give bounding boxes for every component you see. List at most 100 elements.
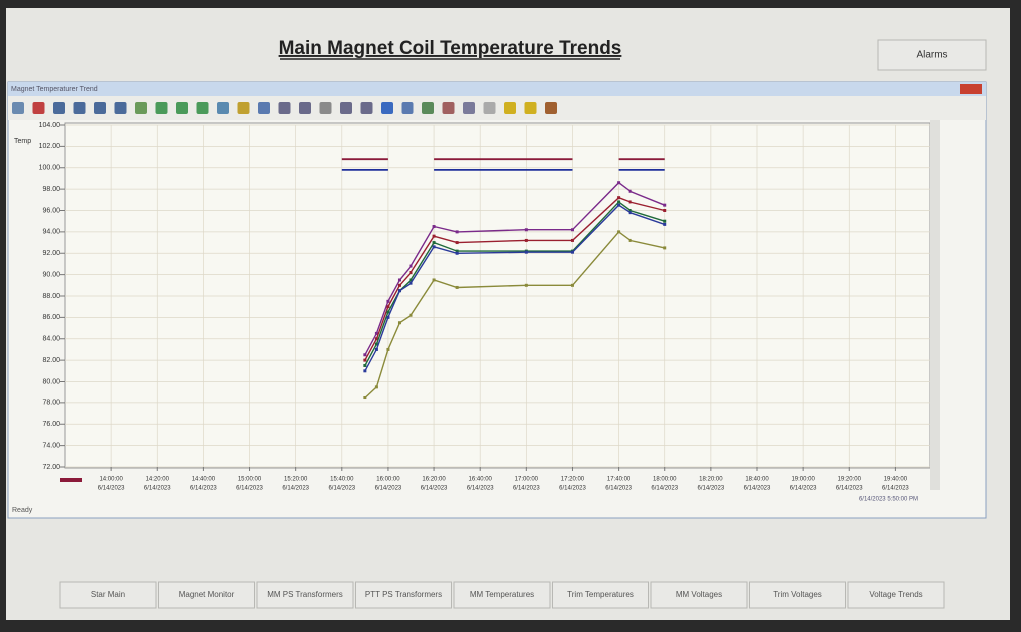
data-point [617, 200, 621, 204]
toolbar-icon[interactable] [504, 102, 516, 114]
x-tick-date: 6/14/2023 [882, 486, 909, 492]
data-point [409, 270, 413, 274]
x-tick-label: 19:00:00 [791, 477, 815, 483]
x-tick-date: 6/14/2023 [605, 486, 632, 492]
legend-swatch [60, 478, 82, 482]
toolbar-icon[interactable] [360, 102, 373, 114]
toolbar-icon[interactable] [135, 102, 147, 114]
data-point [386, 299, 390, 303]
toolbar-icon[interactable] [340, 102, 352, 114]
data-point [663, 219, 667, 223]
data-point [628, 211, 632, 215]
data-point [397, 283, 401, 287]
toolbar-icon[interactable] [258, 102, 270, 114]
series-line [364, 230, 665, 399]
toolbar-icon[interactable] [155, 102, 168, 114]
series-line [364, 196, 665, 361]
toolbar-icon[interactable] [237, 102, 250, 114]
data-point [617, 181, 621, 185]
data-point [386, 315, 390, 319]
nav-button[interactable] [749, 581, 846, 609]
data-point [409, 313, 413, 317]
toolbar-icon[interactable] [381, 102, 393, 114]
x-tick-label: 18:20:00 [699, 477, 723, 483]
data-point [397, 289, 401, 293]
toolbar-icon[interactable] [196, 102, 209, 114]
toolbar-icon[interactable] [217, 102, 229, 114]
y-tick-label: 80.00 [42, 378, 60, 385]
nav-button[interactable] [453, 581, 551, 609]
toolbar-icon[interactable] [319, 102, 332, 114]
data-point [663, 222, 667, 226]
y-tick-label: 102.00 [39, 143, 61, 150]
x-tick-date: 6/14/2023 [236, 486, 263, 492]
data-point [455, 230, 459, 234]
data-point [628, 238, 632, 242]
timestamp: 6/14/2023 5:50:00 PM [859, 497, 918, 503]
data-point [374, 342, 378, 346]
toolbar-icon[interactable] [12, 102, 24, 114]
x-tick-date: 6/14/2023 [144, 486, 171, 492]
data-point [363, 358, 367, 362]
data-point [570, 283, 574, 287]
x-tick-label: 19:20:00 [838, 477, 862, 483]
toolbar-icon[interactable] [114, 102, 127, 114]
data-point [617, 196, 621, 200]
toolbar-icon[interactable] [524, 102, 537, 114]
x-tick-label: 16:20:00 [422, 477, 446, 483]
nav-button[interactable] [552, 581, 649, 609]
data-point [363, 396, 367, 400]
data-point [409, 264, 413, 268]
toolbar-icon[interactable] [545, 102, 557, 114]
x-tick-date: 6/14/2023 [98, 486, 125, 492]
x-tick-label: 17:20:00 [561, 477, 585, 483]
nav-button[interactable] [355, 581, 452, 609]
data-point [455, 285, 459, 289]
x-tick-label: 18:40:00 [745, 477, 769, 483]
x-tick-date: 6/14/2023 [559, 486, 586, 492]
nav-button[interactable] [650, 581, 748, 609]
data-point [628, 209, 632, 212]
scrollbar[interactable] [930, 120, 940, 490]
toolbar-icon[interactable] [94, 102, 106, 114]
nav-button[interactable] [59, 581, 157, 609]
nav-button-label: Star Main [91, 590, 125, 599]
toolbar-icon[interactable] [442, 102, 455, 114]
toolbar-icon[interactable] [53, 102, 65, 114]
nav-button-label: Voltage Trends [869, 590, 922, 599]
data-point [524, 238, 528, 242]
nav-button-label: MM PS Transformers [267, 590, 343, 599]
x-tick-date: 6/14/2023 [651, 486, 678, 492]
toolbar-icon[interactable] [32, 102, 45, 114]
data-point [628, 189, 632, 193]
data-point [386, 310, 390, 314]
toolbar-icon[interactable] [401, 102, 414, 114]
data-point [570, 228, 574, 232]
x-tick-label: 17:00:00 [515, 477, 539, 483]
window-title: Magnet Temperaturer Trend [11, 86, 98, 93]
x-tick-label: 15:40:00 [330, 477, 354, 483]
nav-button[interactable] [158, 581, 255, 609]
toolbar-icon[interactable] [278, 102, 291, 114]
toolbar-icon[interactable] [422, 102, 434, 114]
window-titlebar [8, 82, 986, 96]
toolbar-icon[interactable] [176, 102, 188, 114]
toolbar-icon[interactable] [299, 102, 311, 114]
toolbar-icon[interactable] [73, 102, 86, 114]
y-tick-label: 96.00 [42, 207, 60, 214]
x-tick-date: 6/14/2023 [421, 486, 448, 492]
data-point [432, 234, 436, 238]
x-tick-label: 15:20:00 [284, 477, 308, 483]
close-button[interactable] [960, 84, 982, 94]
alarms-button[interactable] [877, 39, 987, 71]
nav-button[interactable] [256, 581, 354, 609]
y-tick-label: 88.00 [42, 293, 60, 300]
y-tick-label: 72.00 [42, 464, 60, 471]
x-tick-label: 16:00:00 [376, 477, 400, 483]
data-point [432, 225, 436, 229]
toolbar-icons [12, 102, 557, 114]
toolbar-icon[interactable] [483, 102, 496, 114]
toolbar-icon[interactable] [463, 102, 475, 114]
nav-button[interactable] [847, 581, 945, 609]
